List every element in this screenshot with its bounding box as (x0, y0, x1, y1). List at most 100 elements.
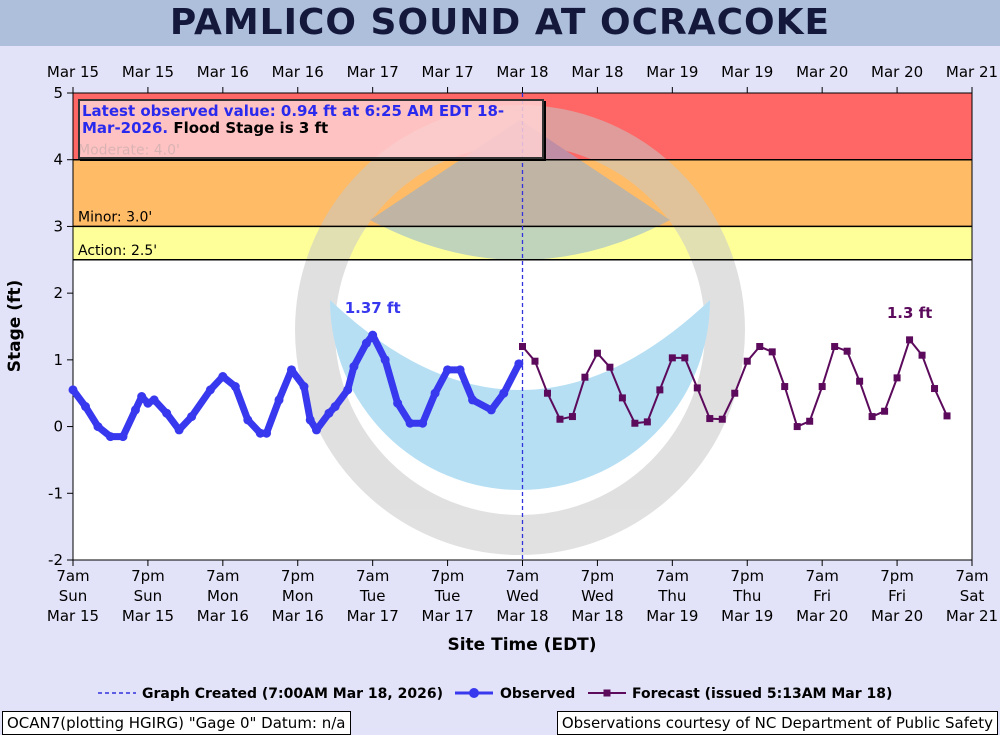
x-tick-label: Sat (960, 587, 985, 605)
observed-point (514, 359, 524, 369)
x-tick-label: Wed (506, 587, 539, 605)
observed-point (287, 365, 297, 375)
x-tick-label: 7am (56, 567, 89, 585)
observed-point (368, 330, 378, 340)
footer-right: Observations courtesy of NC Department o… (556, 711, 998, 735)
observed-point (330, 402, 340, 412)
forecast-point (693, 384, 701, 392)
legend-observed-label: Observed (500, 686, 575, 702)
x2-tick-label: Mar 18 (571, 63, 623, 81)
observed-point (255, 428, 265, 438)
x-tick-label: Thu (732, 587, 761, 605)
observed-point (468, 395, 478, 405)
y-tick-label: -1 (48, 484, 63, 502)
forecast-point (706, 415, 714, 423)
y-tick-label: -2 (48, 551, 63, 569)
forecast-point (668, 354, 676, 362)
x-tick-label: 7pm (730, 567, 764, 585)
footer-left-text: OCAN7(plotting HGIRG) "Gage 0" Datum: n/… (7, 714, 346, 732)
forecast-point (631, 419, 639, 427)
forecast-point (531, 357, 539, 365)
x-tick-label: Sun (134, 587, 163, 605)
x-tick-label: Wed (581, 587, 614, 605)
observed-point (455, 365, 465, 375)
x-tick-label: Mar 19 (721, 607, 773, 625)
observed-point (299, 382, 309, 392)
forecast-point (543, 389, 551, 397)
x-tick-label: 7am (506, 567, 539, 585)
x-tick-label: Mar 17 (422, 607, 474, 625)
x-tick-label: Mar 18 (496, 607, 548, 625)
x2-tick-label: Mar 17 (347, 63, 399, 81)
observed-point (311, 425, 321, 435)
observed-point (93, 422, 103, 432)
observed-point (162, 408, 172, 418)
x-tick-label: Fri (813, 587, 831, 605)
observed-point (430, 388, 440, 398)
forecast-point (918, 351, 926, 359)
forecast-point (731, 389, 739, 397)
x2-tick-label: Mar 16 (197, 63, 249, 81)
legend-observed-marker (469, 688, 479, 698)
observed-point (80, 402, 90, 412)
x-tick-label: Mar 17 (347, 607, 399, 625)
peak-label: 1.3 ft (887, 304, 933, 322)
forecast-point (556, 415, 564, 423)
title-bar: PAMLICO SOUND AT OCRACOKE (0, 0, 1000, 46)
x-tick-label: Mar 20 (796, 607, 848, 625)
x-tick-label: Sun (59, 587, 88, 605)
x-tick-label: 7pm (581, 567, 615, 585)
forecast-point (943, 412, 951, 420)
observed-point (230, 382, 240, 392)
forecast-point (681, 354, 689, 362)
x-tick-label: Mar 21 (946, 607, 998, 625)
peak-label: 1.37 ft (345, 299, 401, 317)
legend-forecast-label: Forecast (issued 5:13AM Mar 18) (632, 686, 892, 702)
chart-title: PAMLICO SOUND AT OCRACOKE (169, 2, 831, 43)
observed-point (499, 388, 509, 398)
observed-point (443, 365, 453, 375)
observed-point (274, 395, 284, 405)
forecast-point (581, 373, 589, 381)
x-tick-label: Mar 18 (571, 607, 623, 625)
observed-point (380, 355, 390, 365)
forecast-point (656, 386, 664, 394)
forecast-point (618, 394, 626, 402)
forecast-point (843, 347, 851, 355)
observed-point (174, 425, 184, 435)
forecast-point (643, 418, 651, 426)
x2-tick-label: Mar 19 (646, 63, 698, 81)
x2-tick-label: Mar 15 (47, 63, 99, 81)
plot: Action: 2.5'Minor: 3.0'Moderate: 4.0'-2-… (47, 63, 998, 625)
annotation-text: Latest observed value: 0.94 ft at 6:25 A… (82, 102, 505, 137)
x2-tick-label: Mar 16 (272, 63, 324, 81)
forecast-point (756, 343, 764, 351)
observed-point (262, 428, 272, 438)
x2-tick-label: Mar 20 (796, 63, 848, 81)
observed-point (68, 385, 78, 395)
observed-point (305, 415, 315, 425)
x-axis-label: Site Time (EDT) (447, 635, 596, 655)
observed-line (69, 331, 523, 441)
x2-tick-label: Mar 15 (122, 63, 174, 81)
observed-point (361, 338, 371, 348)
x2-tick-label: Mar 20 (871, 63, 923, 81)
threshold-label: Action: 2.5' (78, 243, 157, 259)
forecast-point (868, 413, 876, 421)
x2-tick-label: Mar 17 (422, 63, 474, 81)
x-tick-label: Mar 16 (197, 607, 249, 625)
annotation: Latest observed value: 0.94 ft at 6:25 A… (82, 103, 538, 137)
observed-point (137, 392, 147, 402)
annotation-note: Flood Stage is 3 ft (173, 119, 329, 137)
observed-point (118, 432, 128, 442)
forecast-point (806, 417, 814, 425)
observed-point (324, 408, 334, 418)
forecast-point (931, 385, 939, 393)
observed-point (393, 398, 403, 408)
forecast-point (519, 343, 526, 351)
legend-forecast-marker (603, 689, 611, 697)
footer-left: OCAN7(plotting HGIRG) "Gage 0" Datum: n/… (2, 711, 351, 735)
x-tick-label: Mar 16 (272, 607, 324, 625)
y-tick-label: 2 (53, 284, 63, 302)
